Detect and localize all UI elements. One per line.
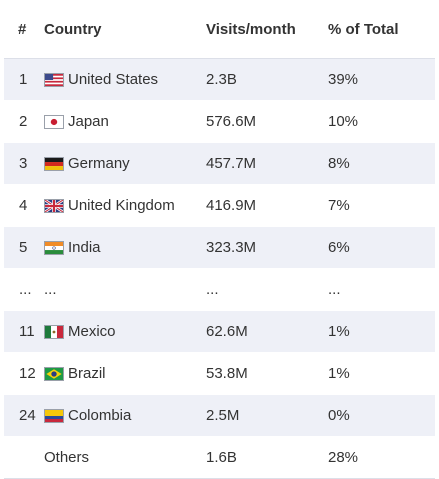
rank-cell: 24	[19, 407, 36, 424]
visits-cell: 53.8M	[206, 365, 248, 382]
country-cell: Japan	[44, 113, 206, 130]
japan-flag-icon	[44, 114, 64, 129]
country-name: Mexico	[68, 323, 116, 340]
percent-cell: 10%	[328, 113, 359, 130]
us-flag-icon	[44, 72, 64, 87]
table-row: 5 India 323.3M 6%	[4, 227, 435, 269]
rank-cell: 2	[19, 113, 28, 130]
country-cell: Mexico	[44, 323, 206, 340]
visits-cell: 576.6M	[206, 113, 257, 130]
country-name: Others	[44, 449, 90, 466]
rank-cell: ...	[19, 281, 32, 298]
country-name: Brazil	[68, 365, 106, 382]
rank-cell: 3	[19, 155, 28, 172]
country-cell: ...	[44, 281, 206, 298]
percent-cell: ...	[328, 281, 341, 298]
percent-cell: 7%	[328, 197, 350, 214]
table-row: 3 Germany 457.7M 8%	[4, 143, 435, 185]
rank-cell: 12	[19, 365, 36, 382]
mexico-flag-icon	[44, 324, 64, 339]
percent-cell: 8%	[328, 155, 350, 172]
country-name: ...	[44, 281, 57, 298]
country-cell: Colombia	[44, 407, 206, 424]
country-traffic-table: # Country Visits/month % of Total 1 Unit…	[4, 0, 435, 479]
table-row: 24 Colombia 2.5M 0%	[4, 395, 435, 437]
percent-cell: 1%	[328, 365, 350, 382]
percent-cell: 1%	[328, 323, 350, 340]
brazil-flag-icon	[44, 366, 64, 381]
rank-cell: 4	[19, 197, 28, 214]
percent-cell: 39%	[328, 71, 359, 88]
rank-cell: 1	[19, 71, 28, 88]
table-row: 2 Japan 576.6M 10%	[4, 101, 435, 143]
colombia-flag-icon	[44, 408, 64, 423]
table-row: 11 Mexico 62.6M 1%	[4, 311, 435, 353]
column-header-percent[interactable]: % of Total	[328, 20, 399, 38]
country-cell: Others	[44, 449, 206, 466]
uk-flag-icon	[44, 198, 64, 213]
country-cell: India	[44, 239, 206, 256]
table-row: 4 United Kingdom 416.9M 7%	[4, 185, 435, 227]
table-header-row: # Country Visits/month % of Total	[4, 0, 435, 59]
germany-flag-icon	[44, 156, 64, 171]
rank-cell: 11	[19, 323, 35, 340]
table-row: 12 Brazil 53.8M 1%	[4, 353, 435, 395]
table-row: 1 United States 2.3B 39%	[4, 59, 435, 101]
column-header-country[interactable]: Country	[44, 20, 102, 38]
visits-cell: 416.9M	[206, 197, 257, 214]
country-name: United States	[68, 71, 159, 88]
country-cell: Germany	[44, 155, 206, 172]
visits-cell: 457.7M	[206, 155, 257, 172]
country-name: India	[68, 239, 101, 256]
visits-cell: 62.6M	[206, 323, 248, 340]
visits-cell: 2.3B	[206, 71, 237, 88]
visits-cell: 1.6B	[206, 449, 237, 466]
country-cell: United States	[44, 71, 206, 88]
country-cell: Brazil	[44, 365, 206, 382]
country-name: Japan	[68, 113, 109, 130]
rank-cell: 5	[19, 239, 28, 256]
percent-cell: 28%	[328, 449, 359, 466]
country-cell: United Kingdom	[44, 197, 206, 214]
column-header-visits[interactable]: Visits/month	[206, 20, 296, 38]
table-row-ellipsis: ... ... ... ...	[4, 269, 435, 311]
visits-cell: 323.3M	[206, 239, 257, 256]
country-name: United Kingdom	[68, 197, 175, 214]
visits-cell: ...	[206, 281, 219, 298]
country-name: Germany	[68, 155, 130, 172]
visits-cell: 2.5M	[206, 407, 240, 424]
table-row-others: Others 1.6B 28%	[4, 437, 435, 479]
india-flag-icon	[44, 240, 64, 255]
percent-cell: 0%	[328, 407, 350, 424]
percent-cell: 6%	[328, 239, 350, 256]
country-name: Colombia	[68, 407, 132, 424]
column-header-rank[interactable]: #	[18, 20, 27, 38]
